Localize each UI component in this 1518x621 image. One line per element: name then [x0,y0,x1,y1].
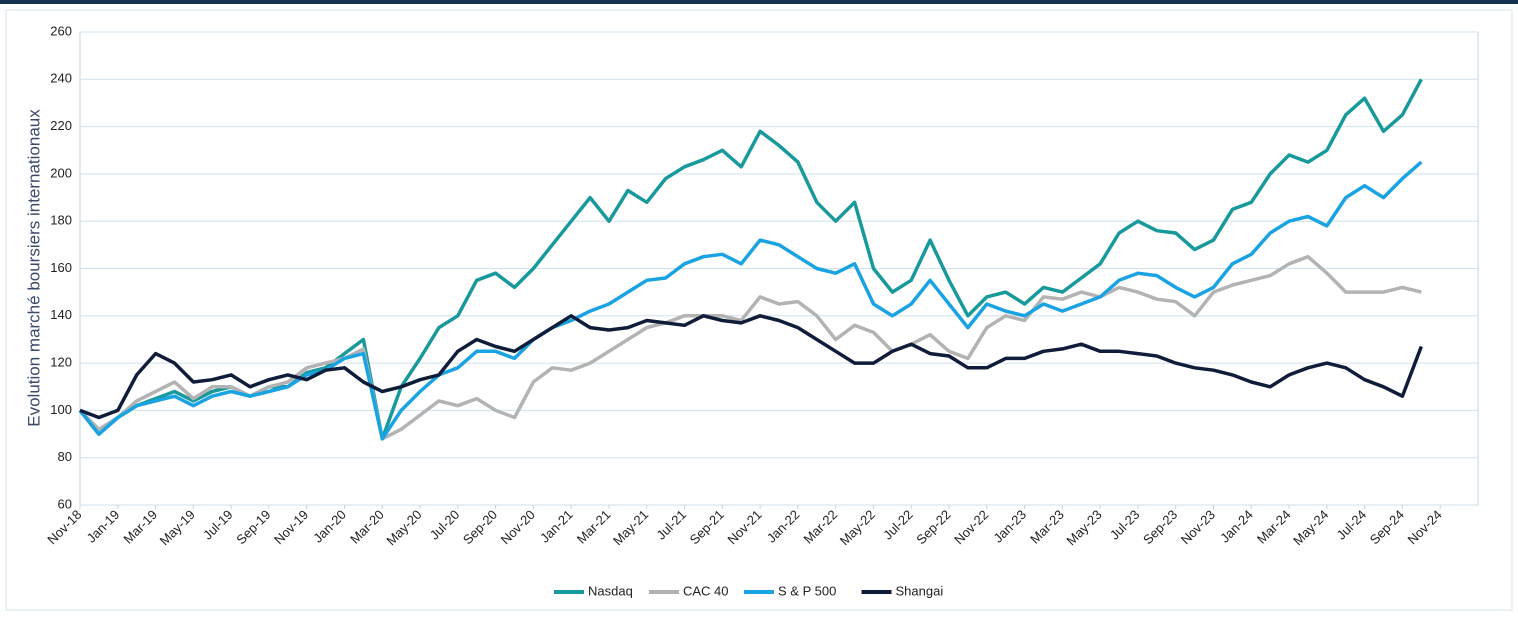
y-tick-label: 120 [50,355,72,370]
x-tick-label: Sep-23 [1140,507,1180,547]
legend-label: CAC 40 [683,583,729,598]
x-tick-label: Sep-24 [1367,507,1407,547]
x-tick-label: Jan-20 [310,507,349,546]
x-tick-label: Mar-20 [347,507,387,547]
y-tick-label: 160 [50,260,72,275]
x-tick-label: Jan-24 [1217,507,1256,546]
x-tick-label: May-24 [1290,507,1331,548]
legend-label: Shangai [896,583,944,598]
x-tick-label: Jan-22 [764,507,803,546]
y-axis-title: Evolution marché boursiers internationau… [24,109,43,427]
x-tick-label: Jul-22 [880,507,916,543]
x-tick-label: Jan-19 [84,507,123,546]
x-tick-label: Jul-23 [1107,507,1143,543]
top-bar [0,0,1518,4]
x-tick-label: Mar-21 [574,507,614,547]
x-tick-label: Nov-18 [44,507,84,547]
x-tick-label: Jul-24 [1334,507,1370,543]
x-tick-label: May-20 [383,507,424,548]
y-tick-label: 260 [50,23,72,38]
x-tick-label: May-23 [1063,507,1104,548]
x-tick-label: Nov-22 [951,507,991,547]
y-tick-label: 220 [50,118,72,133]
series-line [79,314,1423,420]
y-tick-label: 80 [58,449,72,464]
x-tick-label: May-22 [837,507,878,548]
legend-label: Nasdaq [588,583,633,598]
y-tick-label: 100 [50,402,72,417]
x-tick-label: Sep-21 [687,507,727,547]
x-tick-label: May-19 [157,507,198,548]
x-tick-label: Jan-23 [990,507,1029,546]
y-tick-label: 140 [50,307,72,322]
x-tick-label: May-21 [610,507,651,548]
x-tick-label: Jul-21 [653,507,689,543]
x-tick-label: Jan-21 [537,507,576,546]
x-tick-label: Sep-20 [460,507,500,547]
y-tick-label: 200 [50,165,72,180]
x-tick-label: Nov-23 [1178,507,1218,547]
legend-label: S & P 500 [778,583,836,598]
x-tick-label: Nov-20 [498,507,538,547]
x-tick-label: Mar-23 [1027,507,1067,547]
x-tick-label: Mar-22 [800,507,840,547]
x-tick-label: Jul-20 [427,507,463,543]
x-tick-label: Nov-19 [271,507,311,547]
x-tick-label: Nov-24 [1405,507,1445,547]
y-tick-label: 180 [50,213,72,228]
x-tick-label: Jul-19 [200,507,236,543]
x-tick-label: Nov-21 [724,507,764,547]
y-tick-label: 240 [50,71,72,86]
series-line [78,160,1423,441]
x-tick-label: Sep-19 [233,507,273,547]
x-tick-label: Sep-22 [913,507,953,547]
series-line [78,254,1422,441]
y-tick-label: 60 [58,496,72,511]
chart-frame [5,9,1513,611]
x-tick-label: Mar-19 [120,507,160,547]
x-tick-label: Mar-24 [1254,507,1294,547]
